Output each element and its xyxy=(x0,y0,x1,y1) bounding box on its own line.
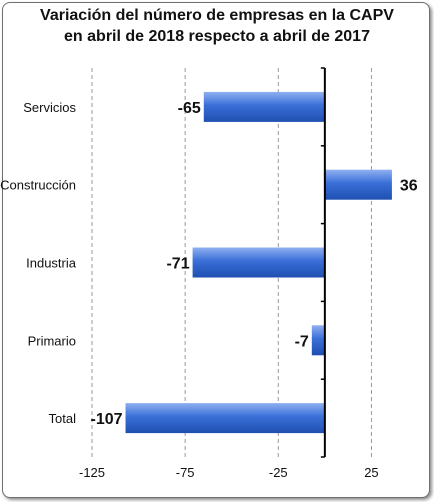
bar xyxy=(203,91,325,122)
value-label: -65 xyxy=(178,100,201,117)
value-label: -7 xyxy=(295,333,309,350)
bar xyxy=(192,247,325,278)
value-label: -107 xyxy=(91,411,123,428)
value-label: 36 xyxy=(400,178,418,195)
category-label: Construcción xyxy=(0,178,76,193)
bar xyxy=(311,325,325,356)
x-tick-label: -75 xyxy=(176,465,195,480)
x-tick-label: -25 xyxy=(269,465,288,480)
axis-group xyxy=(320,67,326,458)
value-label: -71 xyxy=(166,256,189,273)
category-label: Total xyxy=(49,411,77,426)
bar xyxy=(324,169,392,200)
labels-group: -125 -75 -25 25 Servicios -65 Construcción 36 In… xyxy=(0,100,418,480)
category-label: Servicios xyxy=(23,100,76,115)
category-label: Industria xyxy=(26,256,77,271)
category-label: Primario xyxy=(28,333,76,348)
chart-title-line-2: en abril de 2018 respecto a abril de 201… xyxy=(64,28,370,45)
x-tick-label: -125 xyxy=(79,465,105,480)
x-tick-label: 25 xyxy=(364,465,378,480)
bars-group xyxy=(125,91,392,434)
chart-title-line-1: Variación del número de empresas en la C… xyxy=(40,7,394,24)
grid-lines xyxy=(91,68,372,457)
bar xyxy=(125,403,325,434)
